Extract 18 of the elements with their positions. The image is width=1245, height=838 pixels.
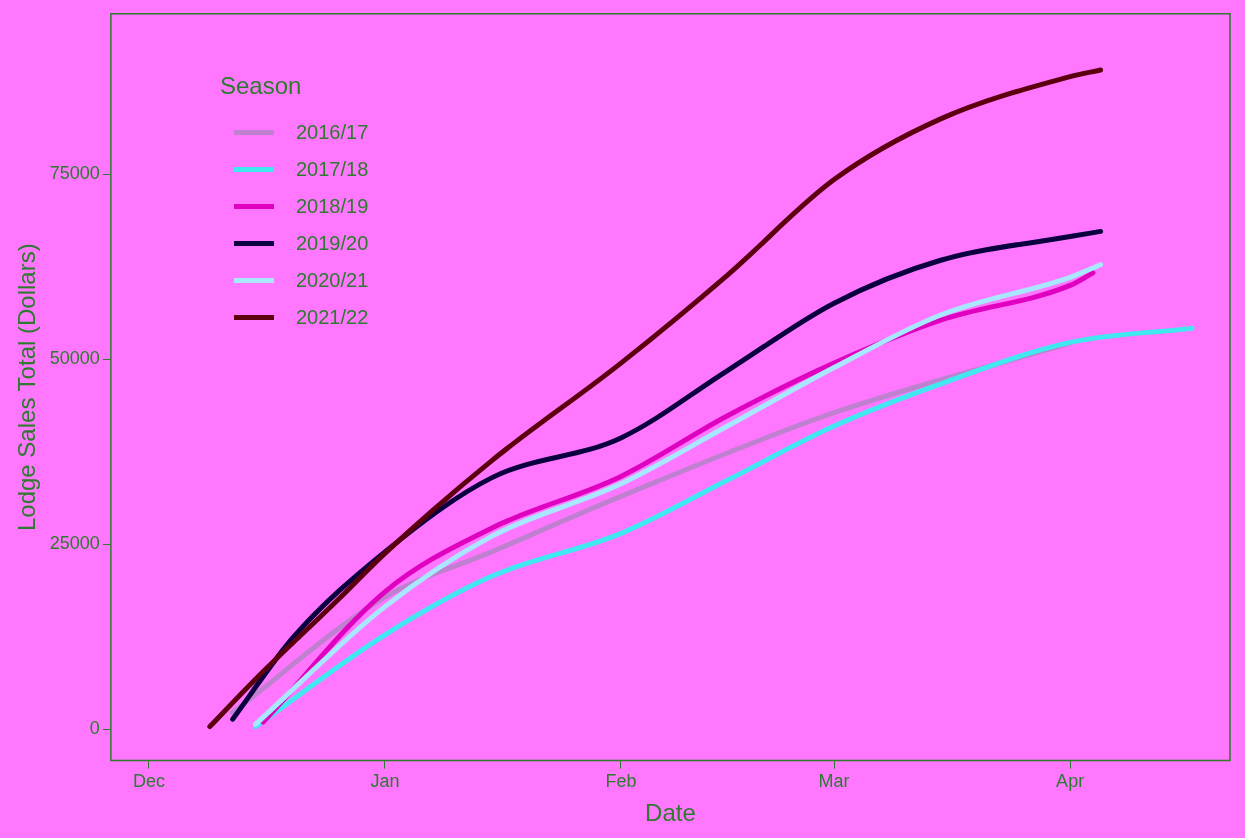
legend-label: 2018/19	[296, 195, 369, 218]
y-axis-title: Lodge Sales Total (Dollars)	[13, 243, 41, 532]
x-axis-title: Date	[645, 799, 696, 827]
x-tick-label: Mar	[818, 771, 850, 792]
legend-label: 2016/17	[296, 121, 369, 144]
y-tick-label: 75000	[49, 163, 100, 184]
legend-label: 2021/22	[296, 306, 369, 329]
legend-label: 2019/20	[296, 232, 369, 255]
x-tick-label: Feb	[605, 771, 637, 792]
y-tick-label: 0	[89, 718, 100, 739]
legend-label: 2020/21	[296, 269, 369, 292]
y-tick-label: 50000	[49, 348, 100, 369]
x-tick-label: Jan	[370, 771, 400, 792]
legend-label: 2017/18	[296, 158, 369, 181]
legend-title: Season	[220, 72, 303, 100]
y-tick-label: 25000	[49, 533, 100, 554]
x-tick-label: Apr	[1056, 771, 1085, 792]
x-tick-label: Dec	[132, 771, 165, 792]
